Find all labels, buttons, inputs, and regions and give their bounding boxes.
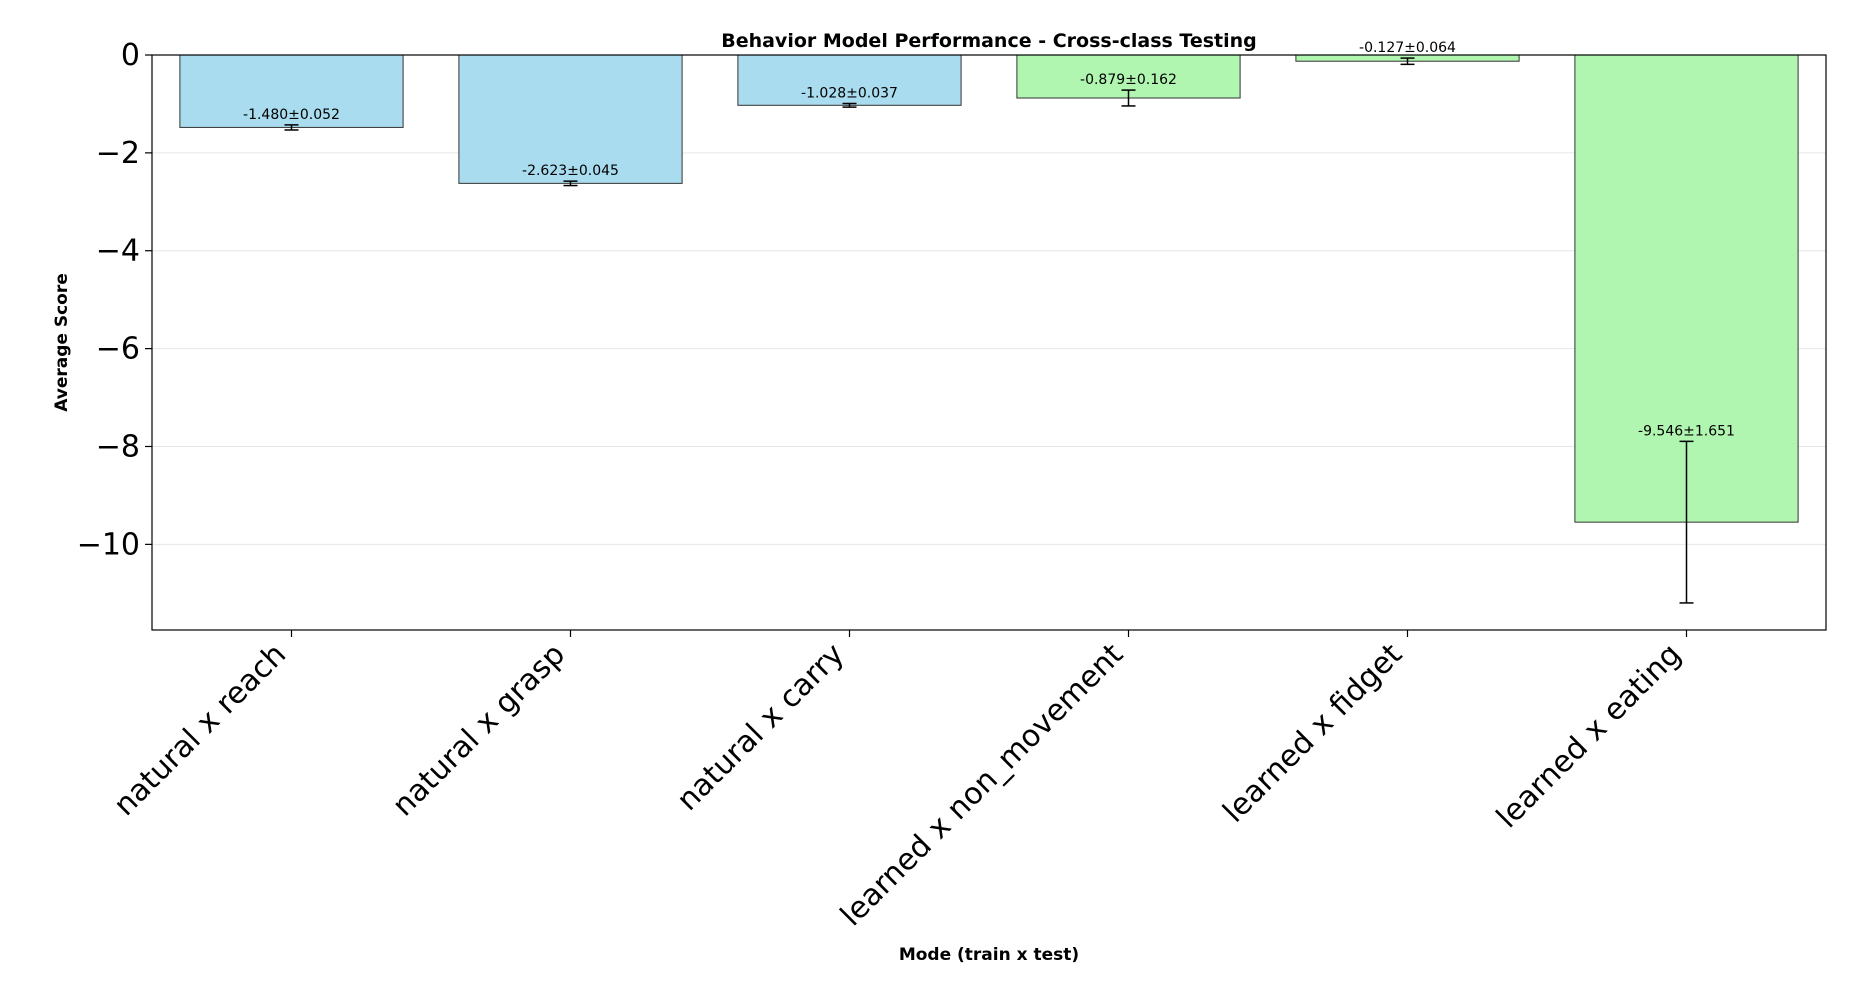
y-tick-label: −10 bbox=[77, 527, 140, 562]
x-tick-label: natural x reach bbox=[107, 637, 293, 823]
error-bar bbox=[1400, 57, 1415, 66]
x-tick-label: natural x grasp bbox=[386, 637, 572, 823]
x-axis-ticks: natural x reach natural x grasp natural x … bbox=[107, 630, 1688, 933]
x-tick-label: learned x fidget bbox=[1216, 637, 1409, 830]
data-label: -1.028±0.037 bbox=[801, 85, 898, 101]
data-labels: -1.480±0.052 -2.623±0.045 -1.028±0.037 -0.8… bbox=[243, 40, 1735, 439]
x-tick-label: learned x non_movement bbox=[834, 637, 1130, 933]
x-tick-label: learned x eating bbox=[1490, 637, 1688, 835]
error-bars bbox=[284, 57, 1694, 604]
data-label: -0.127±0.064 bbox=[1359, 40, 1456, 56]
data-label: -2.623±0.045 bbox=[522, 163, 619, 179]
data-label: -1.480±0.052 bbox=[243, 107, 340, 123]
error-bar bbox=[1679, 440, 1694, 604]
error-bar bbox=[284, 124, 299, 131]
y-tick-label: −8 bbox=[96, 429, 140, 464]
data-label: -0.879±0.162 bbox=[1080, 72, 1177, 88]
y-axis-label: Average Score bbox=[52, 273, 72, 412]
y-tick-label: −6 bbox=[96, 332, 140, 367]
y-tick-label: −4 bbox=[96, 234, 140, 269]
x-axis-label: Mode (train x test) bbox=[899, 945, 1079, 965]
y-axis-ticks: 0 −2 −4 −6 −8 −10 bbox=[77, 38, 152, 562]
bars bbox=[179, 54, 1799, 523]
chart-title: Behavior Model Performance - Cross-class… bbox=[721, 30, 1257, 52]
x-tick-label: natural x carry bbox=[670, 637, 851, 818]
data-label: -9.546±1.651 bbox=[1638, 423, 1735, 439]
error-bar bbox=[842, 102, 857, 108]
error-bar bbox=[1121, 89, 1136, 107]
plot-frame bbox=[151, 54, 1827, 631]
bar bbox=[458, 54, 683, 184]
error-bar bbox=[563, 180, 578, 187]
y-tick-label: 0 bbox=[121, 38, 140, 73]
bar bbox=[737, 54, 962, 106]
y-tick-label: −2 bbox=[96, 136, 140, 171]
